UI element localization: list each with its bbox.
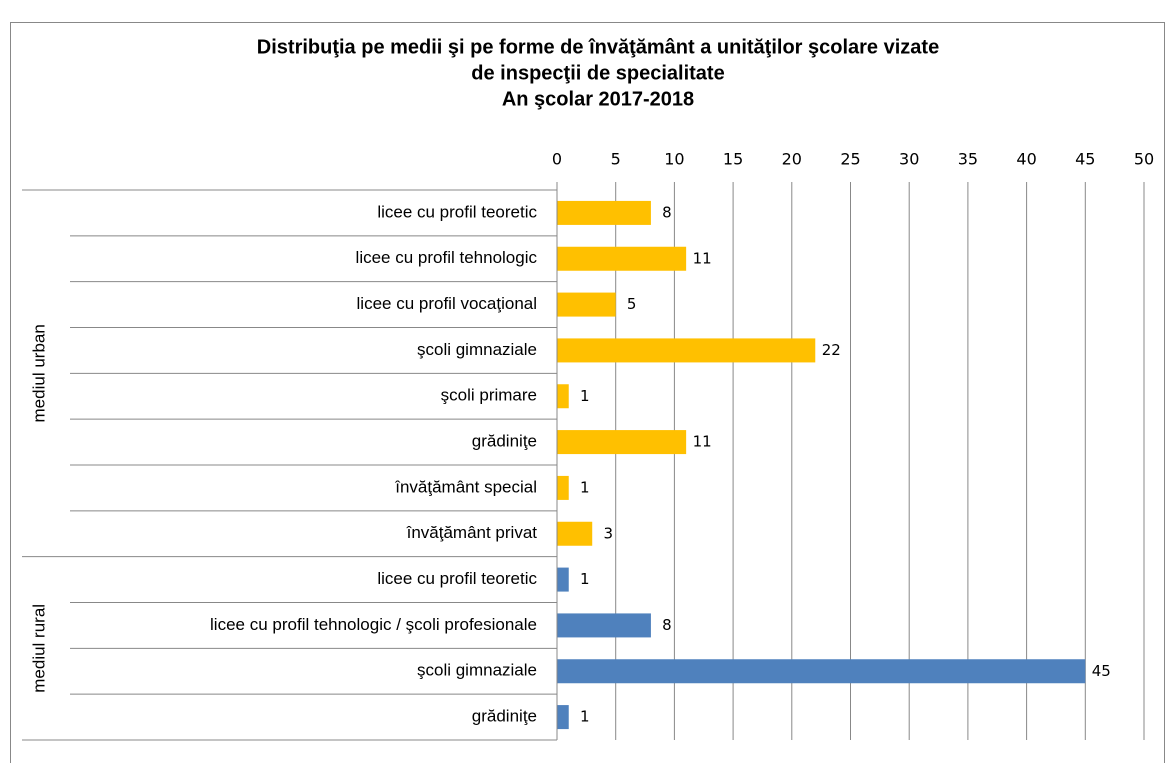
- bar: [557, 200, 651, 225]
- category-label: învăţământ privat: [406, 523, 538, 542]
- category-label: licee cu profil teoretic: [377, 569, 537, 588]
- bar: [557, 246, 687, 271]
- value-label: 1: [580, 708, 590, 726]
- x-tick-label: 50: [1134, 150, 1154, 169]
- value-label: 22: [822, 341, 841, 359]
- category-label: şcoli gimnaziale: [417, 340, 537, 359]
- category-label: licee cu profil tehnologic / şcoli profe…: [210, 615, 537, 634]
- chart-title: An şcolar 2017-2018: [502, 88, 694, 110]
- x-tick-label: 10: [664, 150, 684, 169]
- category-label: învăţământ special: [394, 477, 537, 496]
- category-label: licee cu profil vocaţional: [357, 294, 537, 313]
- chart-title: de inspecţii de specialitate: [471, 62, 724, 84]
- bar: [557, 430, 687, 455]
- value-label: 3: [603, 524, 613, 542]
- x-tick-label: 35: [958, 150, 978, 169]
- category-label: grădiniţe: [472, 432, 537, 451]
- value-label: 11: [693, 433, 712, 451]
- bar: [557, 384, 569, 409]
- category-label: licee cu profil tehnologic: [356, 248, 538, 267]
- value-label: 8: [662, 616, 672, 634]
- chart-border: [10, 22, 1165, 763]
- value-label: 1: [580, 478, 590, 496]
- bar: [557, 705, 569, 730]
- value-label: 11: [693, 249, 712, 267]
- bar: [557, 567, 569, 592]
- bar: [557, 338, 816, 363]
- bar: [557, 613, 651, 638]
- value-label: 5: [627, 295, 637, 313]
- x-tick-label: 15: [723, 150, 743, 169]
- category-label: grădiniţe: [472, 707, 537, 726]
- value-label: 8: [662, 203, 672, 221]
- bar: [557, 475, 569, 500]
- bar: [557, 521, 593, 546]
- x-tick-label: 5: [611, 150, 621, 169]
- value-label: 1: [580, 570, 590, 588]
- x-tick-label: 0: [552, 150, 562, 169]
- x-tick-label: 40: [1016, 150, 1036, 169]
- group-label: mediul rural: [29, 604, 48, 693]
- group-label: mediul urban: [29, 324, 48, 422]
- bar: [557, 292, 616, 317]
- value-label: 1: [580, 387, 590, 405]
- x-tick-label: 25: [840, 150, 860, 169]
- bar: [557, 659, 1086, 684]
- x-tick-label: 30: [899, 150, 919, 169]
- category-label: şcoli gimnaziale: [417, 661, 537, 680]
- category-label: şcoli primare: [441, 386, 537, 405]
- chart-title: Distribuţia pe medii şi pe forme de învă…: [257, 36, 939, 58]
- value-label: 45: [1092, 662, 1111, 680]
- category-label: licee cu profil teoretic: [377, 202, 537, 221]
- x-tick-label: 45: [1075, 150, 1095, 169]
- x-tick-label: 20: [782, 150, 802, 169]
